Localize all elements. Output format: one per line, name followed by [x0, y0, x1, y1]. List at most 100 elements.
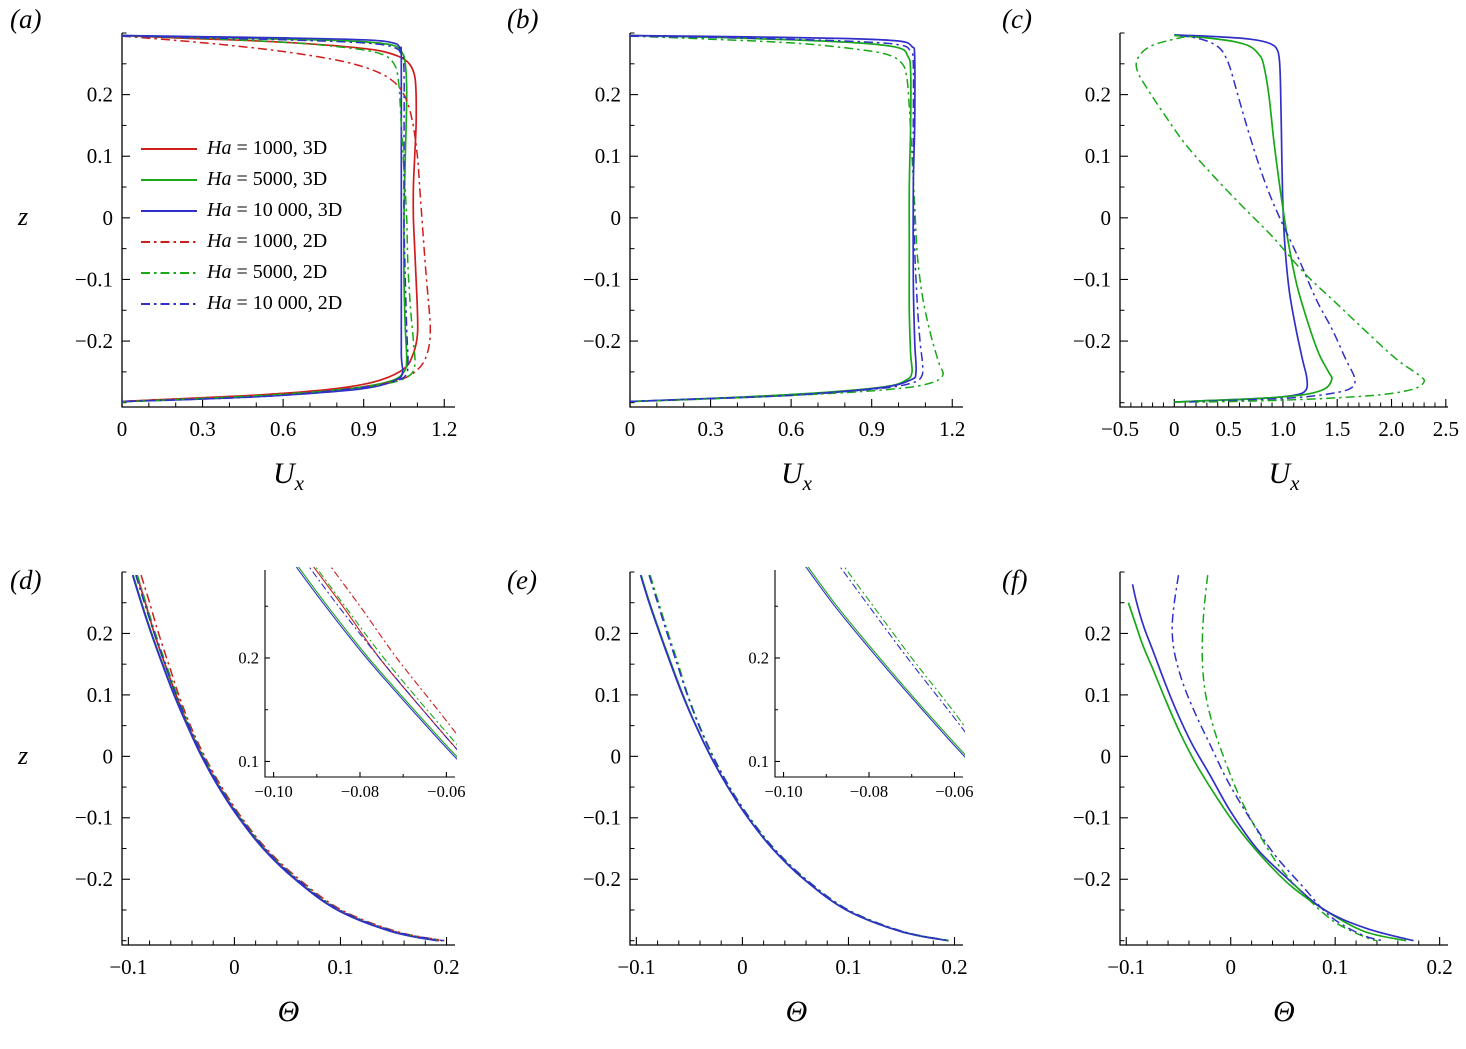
- y-tick-label: 0: [611, 206, 622, 230]
- legend: Ha = 1000, 3D Ha = 5000, 3D Ha = 10 000, 3…: [140, 133, 342, 319]
- curve-ha-10-000-3d: [1174, 33, 1309, 403]
- y-tick-label: −0.2: [583, 329, 621, 353]
- x-tick-label: 0.6: [778, 417, 804, 441]
- legend-label-rest: = 1000, 2D: [231, 230, 328, 252]
- inset-axes-d: [264, 570, 455, 778]
- x-tick-label: −0.1: [1107, 955, 1145, 979]
- x-axis-label-sub: x: [1290, 471, 1300, 495]
- x-tick-label: −0.5: [1101, 417, 1139, 441]
- legend-label-rest: = 1000, 3D: [231, 137, 328, 159]
- x-axis-label-main: U: [781, 457, 803, 490]
- curve-ha-1000-3d: [135, 574, 440, 942]
- y-tick-label: 0.1: [1085, 144, 1111, 168]
- y-tick-label: 0.2: [1085, 83, 1111, 107]
- x-tick-label: 0.6: [270, 417, 296, 441]
- curve-ha-5000-3d: [629, 34, 913, 403]
- x-tick-label: 2.5: [1433, 417, 1459, 441]
- legend-label-var: Ha: [207, 230, 232, 252]
- x-tick-label: 0.2: [1427, 955, 1453, 979]
- y-tick-label: 0.2: [595, 83, 621, 107]
- y-tick-label: −0.1: [1073, 806, 1111, 830]
- legend-label-var: Ha: [207, 261, 232, 283]
- legend-label-rest: = 10 000, 3D: [231, 199, 343, 221]
- curve-ha-1000-3d: [121, 34, 419, 403]
- inset-curve-ha-1000-2d: [330, 567, 457, 736]
- x-tick-label: −0.06: [427, 782, 465, 801]
- curve-ha-10-000-3d: [629, 34, 918, 403]
- legend-label-var: Ha: [207, 168, 232, 190]
- x-axis-label-main: Θ: [785, 995, 808, 1028]
- inset-curve-ha-5000-3d: [297, 567, 457, 758]
- xlabel-d: Θ: [122, 995, 455, 1034]
- y-tick-label: 0.1: [238, 752, 259, 771]
- y-tick-label: −0.2: [583, 867, 621, 891]
- x-tick-label: −0.06: [935, 782, 973, 801]
- legend-label: Ha = 10 000, 2D: [207, 292, 342, 315]
- inset-axes-e: [774, 570, 963, 778]
- plot-b: 0 0.3 0.6 0.9 1.2 −0.2 −0.1 0 0.1 0.2: [583, 32, 965, 441]
- legend-label-rest: = 5000, 2D: [231, 261, 328, 283]
- x-axis-label-main: Θ: [277, 995, 300, 1028]
- curve-ha-10-000-3d: [1131, 584, 1414, 942]
- axes-f: [1119, 572, 1448, 946]
- curve-ha-5000-2d: [1201, 575, 1378, 942]
- legend-entry-ha-1000-2d: Ha = 1000, 2D: [140, 226, 342, 257]
- y-tick-label: 0.2: [595, 621, 621, 645]
- plot-e: −0.1 0 0.1 0.2−0.2−0.100.10.2−0.10 −0.08 −0.0…: [583, 567, 974, 979]
- legend-label: Ha = 1000, 2D: [207, 230, 327, 253]
- x-axis-label-main: Θ: [1273, 995, 1295, 1028]
- panel-label-d: (d): [10, 565, 42, 595]
- y-tick-label: −0.2: [1073, 867, 1111, 891]
- x-tick-label: 0.9: [351, 417, 377, 441]
- legend-label: Ha = 5000, 2D: [207, 261, 327, 284]
- x-tick-label: 2.0: [1378, 417, 1404, 441]
- y-tick-label: −0.1: [583, 267, 621, 291]
- y-tick-label: 0.2: [748, 648, 769, 667]
- curve-ha-5000-2d: [649, 574, 951, 942]
- y-tick-label: 0.2: [238, 648, 259, 667]
- y-tick-label: 0.1: [595, 683, 621, 707]
- y-tick-label: −0.2: [1073, 329, 1111, 353]
- legend-label-var: Ha: [207, 292, 232, 314]
- y-tick-label: 0: [103, 744, 114, 768]
- panel-b: 0 0.3 0.6 0.9 1.2 −0.2 −0.1 0 0.1 0.2 (b) Ux: [489, 0, 978, 524]
- y-tick-label: 0.1: [87, 683, 113, 707]
- legend-entry-ha-10-000-3d: Ha = 10 000, 3D: [140, 195, 342, 226]
- xlabel-f: Θ: [1120, 995, 1448, 1034]
- x-tick-label: −0.10: [255, 782, 293, 801]
- x-tick-label: 0: [117, 417, 128, 441]
- y-tick-label: 0: [1101, 744, 1112, 768]
- legend-line-sample: [141, 240, 197, 243]
- x-tick-label: 0: [737, 955, 748, 979]
- legend-line-sample: [141, 178, 197, 181]
- legend-label-var: Ha: [207, 199, 232, 221]
- curve-ha-1000-2d: [140, 574, 445, 942]
- plot-d: −0.1 0 0.1 0.2−0.2−0.100.10.2−0.10 −0.08 −0.0…: [75, 567, 465, 979]
- x-tick-label: −0.08: [341, 782, 379, 801]
- inset-curve-ha-10-000-3d: [805, 567, 965, 758]
- legend-entry-ha-10-000-2d: Ha = 10 000, 2D: [140, 288, 342, 319]
- y-tick-label: 0: [1101, 206, 1112, 230]
- x-tick-label: 0: [1225, 955, 1236, 979]
- xlabel-a: Ux: [122, 457, 455, 496]
- panel-f: −0.1 0 0.1 0.2 −0.2 −0.1 0 0.1 0.2 (f) Θ: [978, 525, 1466, 1049]
- panel-label-c: (c): [1002, 4, 1032, 34]
- y-tick-label: −0.1: [75, 806, 113, 830]
- x-axis-label-sub: x: [294, 471, 304, 495]
- x-tick-label: 0.1: [835, 955, 861, 979]
- y-tick-label: 0.1: [595, 144, 621, 168]
- y-tick-label: 0.2: [1085, 621, 1111, 645]
- x-tick-label: 0.5: [1215, 417, 1241, 441]
- legend-entry-ha-5000-2d: Ha = 5000, 2D: [140, 257, 342, 288]
- panel-label-a: (a): [10, 4, 42, 34]
- y-tick-label: 0.2: [87, 621, 113, 645]
- xlabel-e: Θ: [630, 995, 963, 1034]
- y-tick-label: −0.2: [75, 867, 113, 891]
- x-tick-label: 0.1: [327, 955, 353, 979]
- curve-ha-10-000-3d: [131, 574, 438, 942]
- curve-ha-10-000-2d: [1171, 574, 1383, 942]
- curve-ha-10-000-2d: [629, 35, 924, 403]
- legend-entry-ha-1000-3d: Ha = 1000, 3D: [140, 133, 342, 164]
- x-tick-label: 0.2: [433, 955, 459, 979]
- x-tick-label: 0.1: [1322, 955, 1348, 979]
